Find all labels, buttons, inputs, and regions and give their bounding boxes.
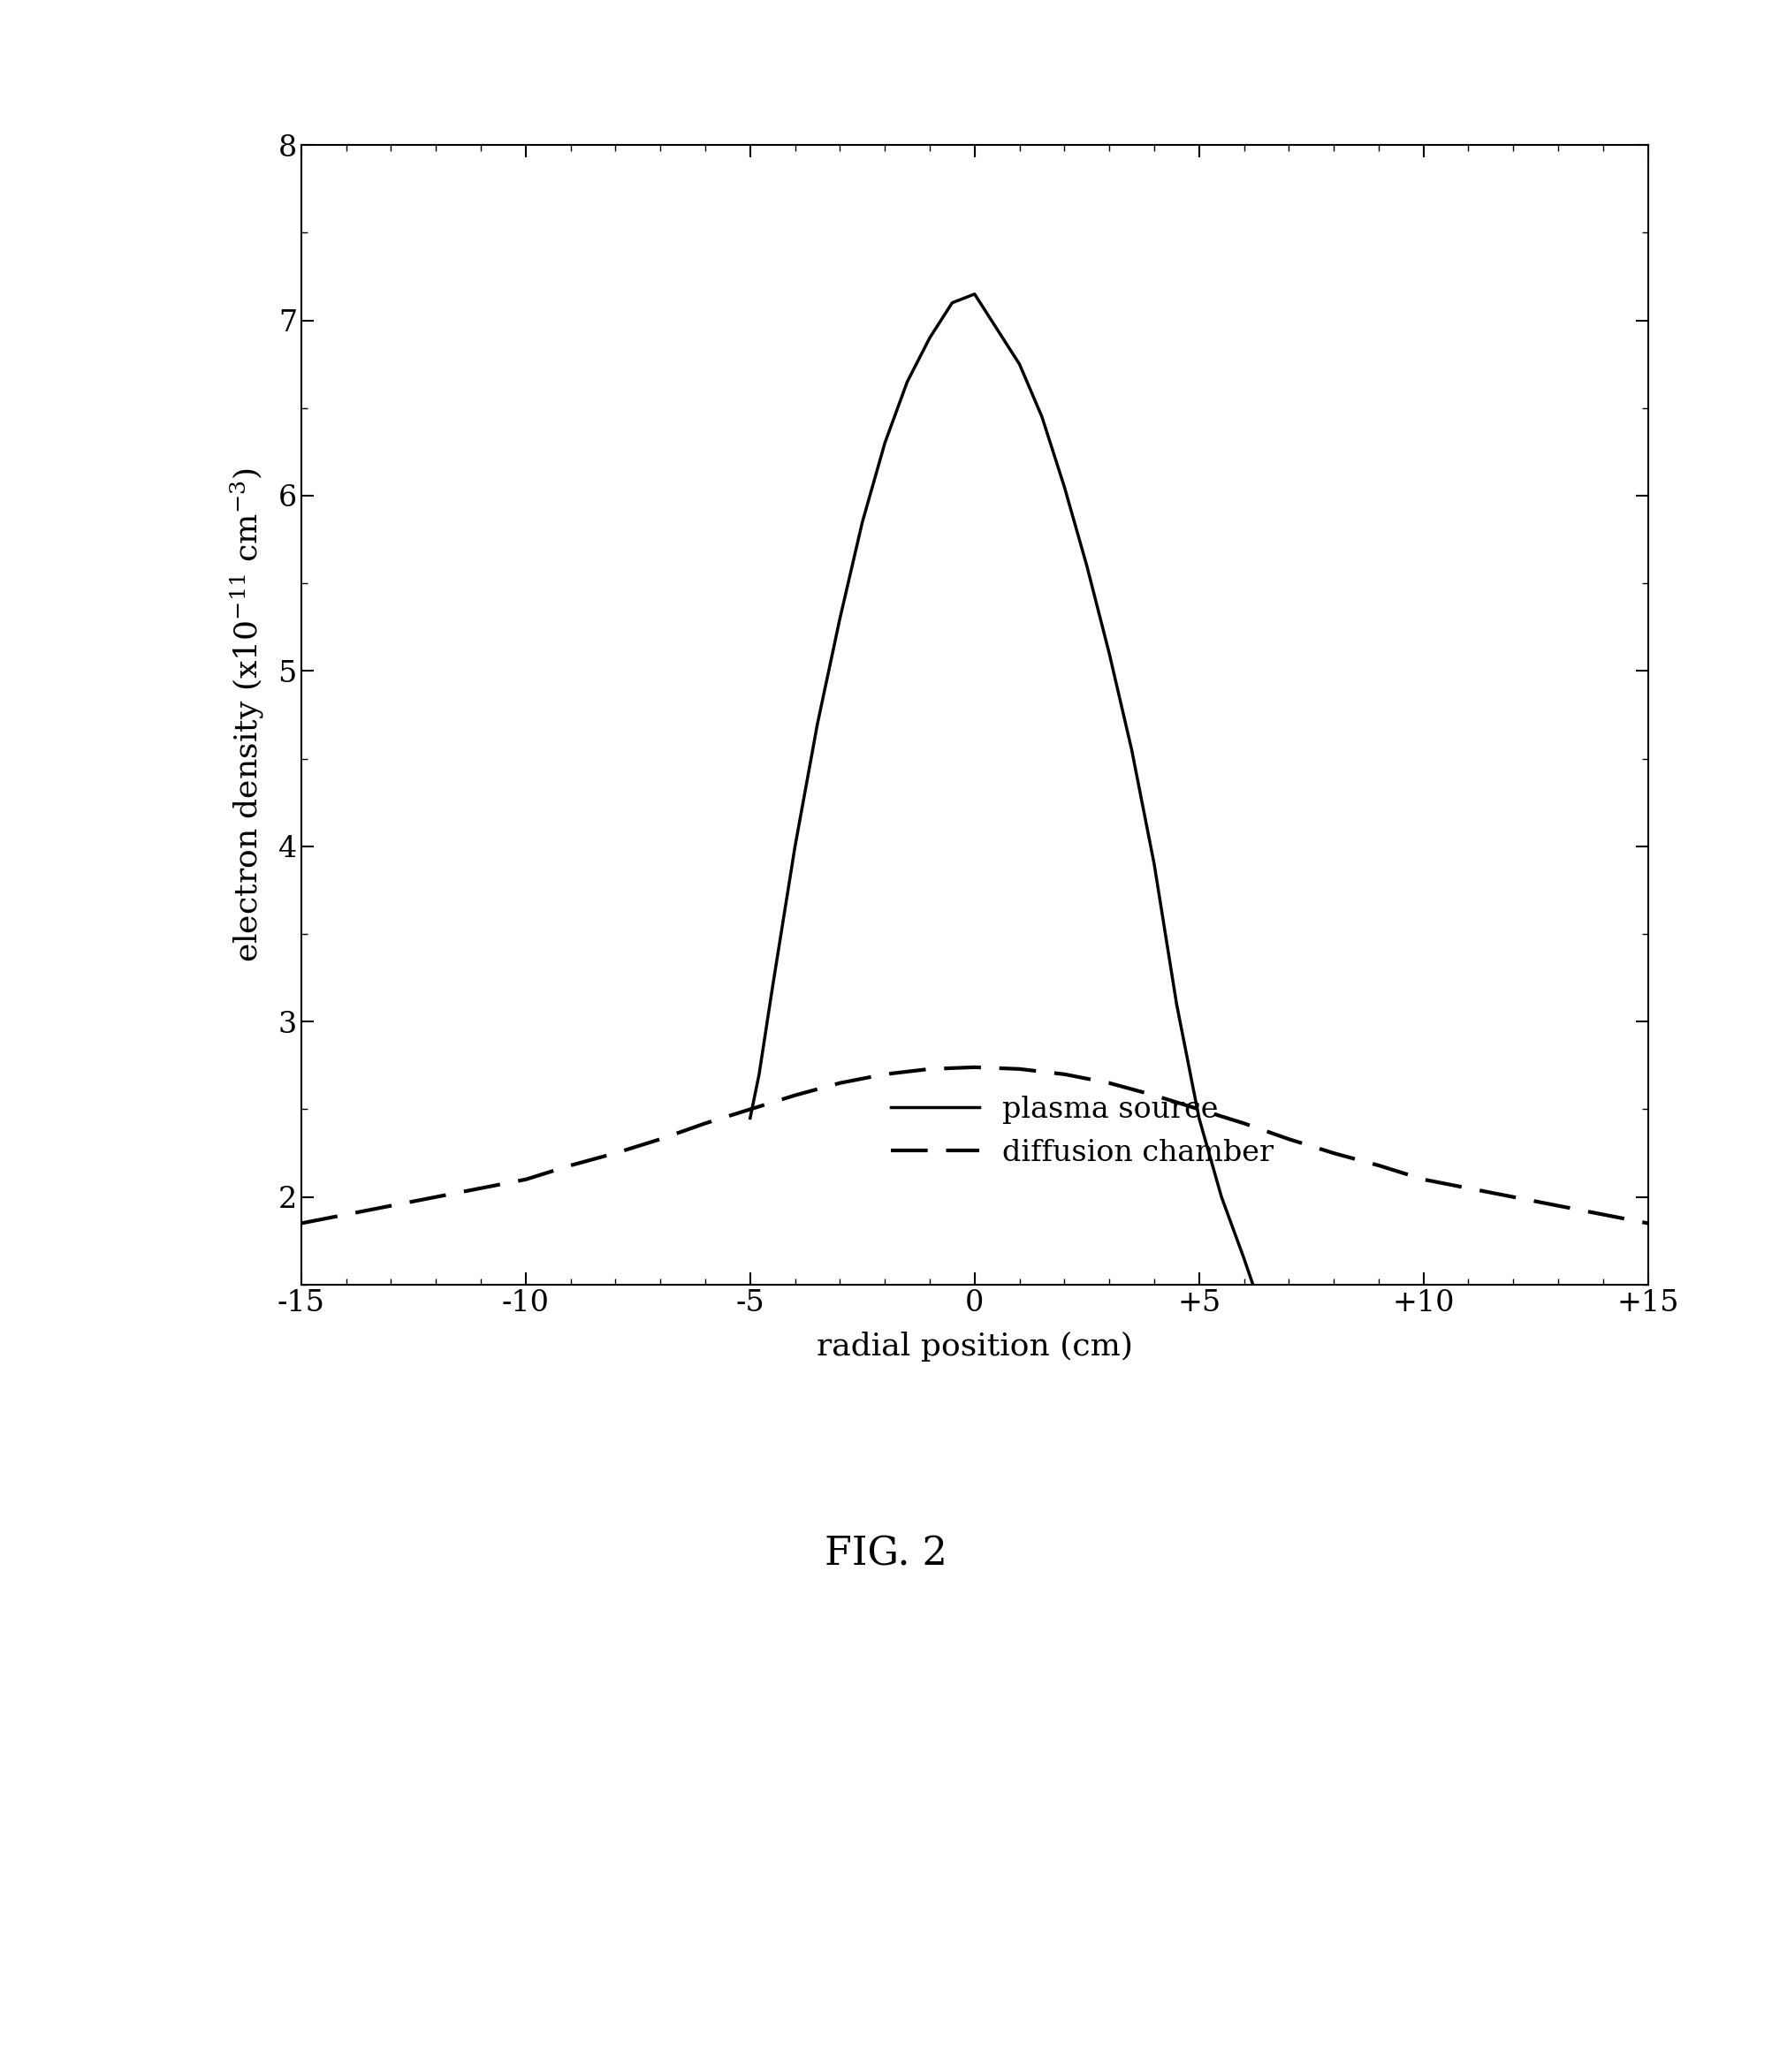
diffusion chamber bbox=[425, 1185, 447, 1210]
plasma source bbox=[1076, 553, 1097, 578]
plasma source bbox=[1008, 352, 1030, 377]
plasma source bbox=[806, 711, 828, 736]
diffusion chamber bbox=[739, 1096, 760, 1121]
plasma source bbox=[1143, 852, 1164, 876]
diffusion chamber bbox=[604, 1142, 626, 1167]
diffusion chamber bbox=[470, 1175, 491, 1200]
Line: plasma source: plasma source bbox=[750, 294, 1253, 1285]
plasma source bbox=[964, 282, 985, 307]
diffusion chamber bbox=[1547, 1193, 1568, 1218]
plasma source bbox=[874, 431, 895, 456]
plasma source bbox=[1031, 404, 1053, 429]
Legend: plasma source, diffusion chamber: plasma source, diffusion chamber bbox=[879, 1084, 1286, 1179]
diffusion chamber bbox=[1368, 1152, 1389, 1177]
diffusion chamber bbox=[1233, 1111, 1255, 1135]
diffusion chamber bbox=[1143, 1084, 1164, 1109]
X-axis label: radial position (cm): radial position (cm) bbox=[817, 1332, 1132, 1361]
diffusion chamber bbox=[1324, 1142, 1345, 1167]
diffusion chamber bbox=[920, 1057, 941, 1082]
diffusion chamber bbox=[1503, 1185, 1524, 1210]
plasma source bbox=[987, 317, 1008, 342]
diffusion chamber bbox=[650, 1127, 672, 1152]
plasma source bbox=[1166, 992, 1187, 1017]
plasma source bbox=[852, 510, 874, 535]
plasma source bbox=[1099, 640, 1120, 665]
diffusion chamber bbox=[1278, 1127, 1299, 1152]
plasma source bbox=[829, 605, 851, 630]
diffusion chamber bbox=[291, 1210, 312, 1235]
diffusion chamber bbox=[335, 1202, 356, 1227]
plasma source bbox=[1189, 1106, 1210, 1131]
diffusion chamber bbox=[1054, 1061, 1076, 1086]
diffusion chamber bbox=[785, 1084, 806, 1109]
plasma source bbox=[739, 1106, 760, 1131]
diffusion chamber bbox=[381, 1193, 402, 1218]
diffusion chamber bbox=[560, 1152, 581, 1177]
diffusion chamber bbox=[874, 1061, 895, 1086]
plasma source bbox=[1054, 474, 1076, 499]
diffusion chamber bbox=[695, 1111, 716, 1135]
plasma source bbox=[762, 974, 783, 999]
plasma source bbox=[785, 833, 806, 858]
plasma source bbox=[1122, 738, 1143, 762]
diffusion chamber bbox=[1189, 1096, 1210, 1121]
diffusion chamber bbox=[1458, 1175, 1480, 1200]
diffusion chamber bbox=[1637, 1210, 1659, 1235]
plasma source bbox=[1242, 1272, 1263, 1297]
Y-axis label: electron density (x10$^{-11}$ cm$^{-3}$): electron density (x10$^{-11}$ cm$^{-3}$) bbox=[229, 468, 266, 961]
diffusion chamber bbox=[1593, 1202, 1614, 1227]
diffusion chamber bbox=[964, 1055, 985, 1080]
plasma source bbox=[748, 1061, 769, 1086]
Line: diffusion chamber: diffusion chamber bbox=[301, 1067, 1648, 1222]
plasma source bbox=[1210, 1185, 1232, 1210]
diffusion chamber bbox=[1099, 1071, 1120, 1096]
diffusion chamber bbox=[829, 1071, 851, 1096]
plasma source bbox=[941, 290, 962, 315]
Text: FIG. 2: FIG. 2 bbox=[824, 1535, 948, 1573]
plasma source bbox=[897, 369, 918, 394]
plasma source bbox=[1233, 1245, 1255, 1270]
plasma source bbox=[920, 325, 941, 350]
diffusion chamber bbox=[1412, 1167, 1434, 1191]
diffusion chamber bbox=[1008, 1057, 1030, 1082]
diffusion chamber bbox=[516, 1167, 537, 1191]
